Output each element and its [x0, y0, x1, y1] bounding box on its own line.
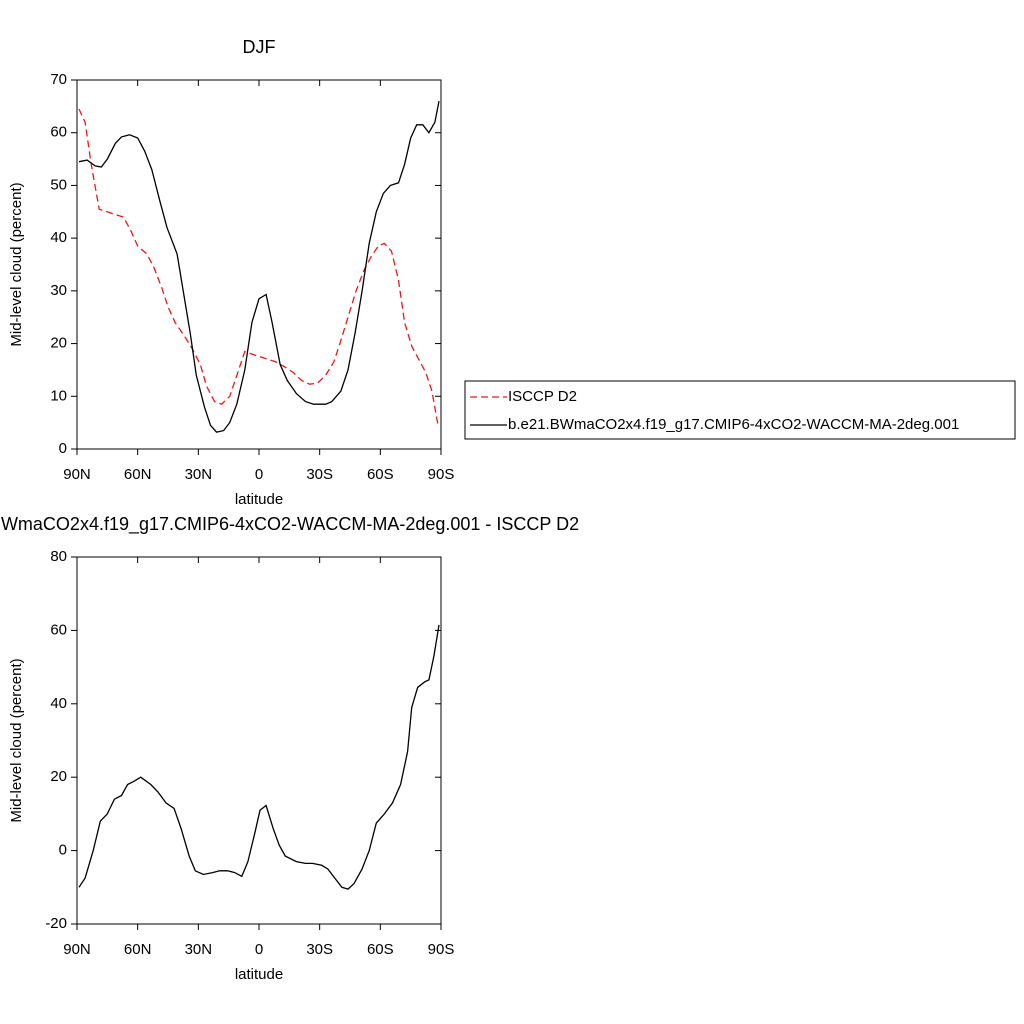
x-tick-label: 90N: [63, 941, 91, 958]
x-tick-label: 60N: [124, 466, 152, 483]
y-tick-label: 50: [50, 176, 67, 193]
x-tick-label: 0: [255, 466, 263, 483]
x-tick-label: 30S: [306, 466, 333, 483]
y-tick-label: 40: [50, 695, 67, 712]
y-tick-label: 20: [50, 335, 67, 352]
x-tick-label: 90N: [63, 466, 91, 483]
y-tick-label: -20: [45, 915, 67, 932]
series-line: [78, 108, 439, 426]
x-axis-label: latitude: [235, 966, 283, 983]
y-tick-label: 0: [59, 842, 67, 859]
y-axis-label: Mid-level cloud (percent): [8, 182, 25, 346]
x-tick-label: 30N: [185, 466, 213, 483]
chart-title: DJF: [243, 37, 276, 57]
x-tick-label: 60S: [367, 466, 394, 483]
y-tick-label: 20: [50, 768, 67, 785]
x-tick-label: 30S: [306, 941, 333, 958]
legend-label: b.e21.BWmaCO2x4.f19_g17.CMIP6-4xCO2-WACC…: [508, 416, 959, 433]
x-tick-label: 60N: [124, 941, 152, 958]
chart-title: b.e21.BWmaCO2x4.f19_g17.CMIP6-4xCO2-WACC…: [0, 514, 579, 535]
plot-frame: [76, 556, 442, 925]
x-tick-label: 90S: [428, 941, 455, 958]
x-tick-label: 0: [255, 941, 263, 958]
y-tick-label: 0: [59, 440, 67, 457]
x-axis-label: latitude: [235, 491, 283, 508]
y-tick-label: 80: [50, 548, 67, 565]
y-tick-label: 40: [50, 229, 67, 246]
y-axis-label: Mid-level cloud (percent): [8, 658, 25, 822]
y-tick-label: 60: [50, 124, 67, 141]
x-tick-label: 60S: [367, 941, 394, 958]
series-line: [78, 624, 440, 890]
y-tick-label: 60: [50, 621, 67, 638]
legend-box: [464, 380, 1016, 440]
x-tick-label: 90S: [428, 466, 455, 483]
x-tick-label: 30N: [185, 941, 213, 958]
y-tick-label: 30: [50, 282, 67, 299]
series-line: [78, 100, 440, 433]
legend-label: ISCCP D2: [508, 388, 577, 405]
y-tick-label: 70: [50, 71, 67, 88]
y-tick-label: 10: [50, 387, 67, 404]
